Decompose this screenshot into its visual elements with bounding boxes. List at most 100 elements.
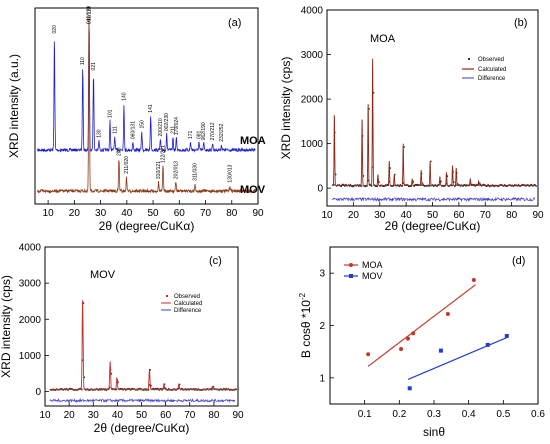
panel-a-hkl-label: 200: [116, 147, 122, 156]
panel-d-x-tick-label: 0.3: [427, 409, 441, 420]
panel-b-frame: [326, 9, 539, 207]
panel-c-x-tick-label: 80: [208, 410, 220, 421]
panel-a-x-axis-label: 2θ (degree/CuKα): [99, 219, 195, 233]
panel-a-x-tick-label: 60: [174, 208, 186, 219]
panel-d-x-tick-label: 0.6: [531, 409, 545, 420]
panel-b-x-tick-label: 20: [348, 210, 360, 221]
panel-a-hkl-label: 081: [196, 131, 202, 140]
panel-b-x-axis-label: 2θ (degree/CuKα): [385, 219, 481, 233]
panel-b-calculated-line: [332, 58, 536, 186]
panel-d-x-tick-label: 0.5: [496, 409, 510, 420]
panel-d-mov-fit-line: [407, 336, 508, 380]
panel-d-x-axis-label: sinθ: [423, 425, 445, 439]
panel-a-hkl-label: 062/190: [201, 122, 207, 140]
panel-a-hkl-label: 111: [112, 126, 118, 134]
panel-c-x-tick-label: 20: [64, 410, 76, 421]
panel-a-hkl-label: 232/252: [219, 123, 225, 141]
panel-a-hkl-label: 141: [148, 104, 154, 113]
panel-c-frame: [44, 246, 239, 407]
panel-b-tag: (b): [514, 17, 527, 29]
panel-a-tag: (a): [228, 17, 241, 29]
panel-a-hkl-label: 270/212: [210, 122, 216, 140]
panel-c-title: MOV: [90, 269, 116, 281]
panel-a-hkl-label: 310/121: [156, 161, 162, 179]
panel-d-moa-point: [366, 352, 371, 357]
panel-a-hkl-label: 171: [188, 131, 194, 140]
panel-a-hkl-label: 060/131: [130, 121, 136, 139]
panel-d-y-tick-label: 3: [319, 269, 325, 280]
panel-b-x-tick-label: 70: [480, 210, 492, 221]
panel-d-legend-moa-marker: [349, 263, 353, 267]
panel-a-mov-label: MOV: [240, 184, 266, 196]
panel-a-moa-label: MOA: [240, 135, 266, 147]
panel-a-x-tick-label: 30: [95, 208, 107, 219]
panel-b-x-tick-label: 10: [321, 210, 333, 221]
panel-c-tag: (c): [209, 255, 222, 267]
panel-c-legend-calculated: Calculated: [174, 301, 202, 307]
panel-a-hkl-label: 170/024: [174, 117, 180, 135]
panel-c-y-axis-label: XRD intensity (cps): [0, 275, 13, 378]
panel-c-y-tick-label: 0: [35, 387, 41, 398]
panel-a-frame: [34, 7, 259, 205]
panel-c-y-tick-label: 4000: [19, 243, 42, 254]
panel-b-y-axis-label: XRD intensity (cps): [279, 57, 293, 160]
panel-d-x-tick-label: 0.4: [462, 409, 476, 420]
panel-b-y-tick-label: 1000: [301, 139, 324, 150]
panel-b-x-tick-label: 50: [427, 210, 439, 221]
panel-d-y-axis-label: B cosθ *10-2: [298, 292, 313, 358]
panel-c-x-tick-label: 90: [232, 410, 244, 421]
panel-c-x-tick-label: 30: [88, 410, 100, 421]
panel-c-x-tick-label: 60: [160, 410, 172, 421]
panel-b-legend-observed-marker: [468, 58, 470, 60]
panel-d-moa-point: [399, 347, 404, 352]
panel-a-hkl-label: 101: [108, 109, 114, 118]
panel-b-legend-observed: Observed: [478, 57, 504, 63]
panel-d-tag: (d): [512, 255, 525, 267]
panel-c-x-tick-label: 70: [184, 410, 196, 421]
panel-a-hkl-label: 150: [139, 120, 145, 129]
panel-c-legend-observed-marker: [166, 295, 168, 297]
panel-c-x-tick-label: 40: [112, 410, 124, 421]
panel-a-hkl-label: 002/230: [164, 113, 170, 131]
panel-c-x-tick-label: 10: [39, 410, 51, 421]
panel-a-hkl-label: 200/210: [158, 118, 164, 136]
panel-b-legend-difference: Difference: [478, 76, 506, 82]
panel-d-moa-point: [411, 331, 416, 336]
panel-a-hkl-label: 021: [91, 62, 97, 71]
panel-a-x-tick-label: 70: [200, 208, 212, 219]
panel-a-hkl-label: 020: [52, 25, 58, 34]
panel-c-legend-difference: Difference: [174, 308, 202, 314]
panel-b-x-tick-label: 60: [453, 210, 465, 221]
panel-d-x-tick-label: 0.1: [358, 409, 372, 420]
panel-c-y-tick-label: 2000: [19, 315, 42, 326]
panel-d-y-tick-label: 2: [319, 321, 325, 332]
panel-a-y-axis-label: XRD intensity (a.u.): [7, 54, 21, 158]
panel-d-legend-moa: MOA: [362, 260, 383, 270]
panel-d-moa-point: [406, 336, 410, 341]
panel-a-hkl-label: 130/013: [227, 164, 233, 182]
panel-b-y-tick-label: 2000: [301, 95, 324, 106]
panel-c-y-tick-label: 1000: [19, 351, 42, 362]
panel-b-y-tick-label: 3000: [301, 50, 324, 61]
panel-b-x-tick-label: 90: [532, 210, 544, 221]
panel-d-legend-mov-marker: [349, 274, 353, 278]
panel-b-x-tick-label: 30: [374, 210, 386, 221]
panel-a-hkl-label: 110: [80, 57, 86, 65]
panel-c-calculated-line: [49, 300, 236, 390]
panel-a-x-tick-label: 90: [252, 208, 264, 219]
panel-a-hkl-label: 011/110: [87, 6, 93, 24]
panel-d-y-axis-label-exponent: -2: [298, 292, 307, 300]
panel-a-x-tick-label: 50: [147, 208, 159, 219]
panel-c-x-tick-label: 50: [136, 410, 148, 421]
panel-b-title: MOA: [370, 33, 396, 45]
panel-d-x-tick-label: 0.2: [392, 409, 406, 420]
panel-a-hkl-label: 130: [97, 129, 103, 138]
panel-b-y-tick-label: 4000: [301, 6, 324, 17]
panel-a-x-tick-label: 10: [43, 208, 55, 219]
panel-b-legend-calculated: Calculated: [478, 67, 506, 73]
panel-a-mov-line: [37, 18, 256, 194]
panel-d-mov-point: [407, 386, 412, 391]
panel-c-observed-points: [49, 302, 237, 391]
panel-d-mov-point: [504, 333, 509, 338]
panel-b-x-tick-label: 80: [506, 210, 518, 221]
